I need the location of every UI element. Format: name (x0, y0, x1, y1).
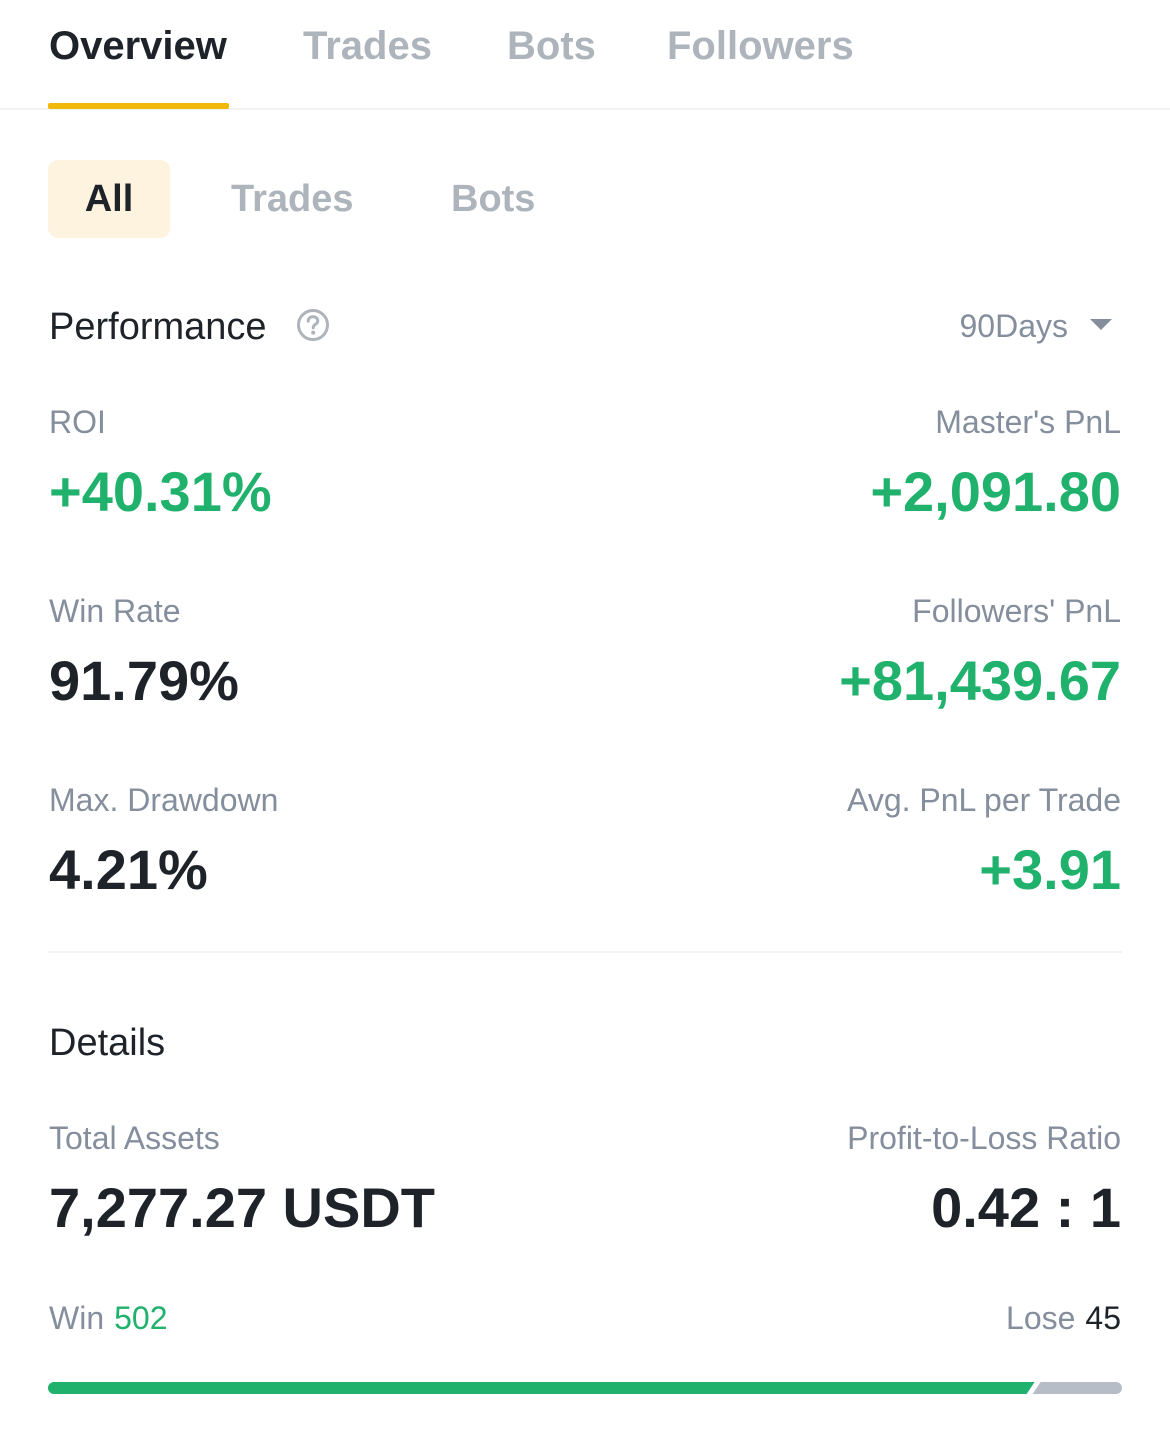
tab-trades[interactable]: Trades (303, 24, 432, 68)
win-rate-label: Win Rate (49, 593, 181, 629)
master-pnl-label: Master's PnL (935, 404, 1121, 440)
master-pnl-value: +2,091.80 (870, 460, 1121, 523)
details-title: Details (49, 1022, 166, 1064)
top-tab-bar: Overview Trades Bots Followers (0, 0, 1170, 110)
lose-label: Lose (1006, 1300, 1076, 1336)
max-drawdown-value: 4.21% (49, 838, 208, 901)
followers-pnl-value: +81,439.67 (839, 649, 1121, 712)
roi-label: ROI (49, 404, 106, 440)
tab-bots[interactable]: Bots (507, 24, 596, 68)
help-icon[interactable] (296, 308, 330, 342)
win-lose-ratio-bar (48, 1382, 1122, 1394)
section-divider (48, 951, 1122, 953)
subtab-bots[interactable]: Bots (451, 178, 536, 220)
followers-pnl-label: Followers' PnL (912, 593, 1121, 629)
lose-count: Lose 45 (1006, 1298, 1121, 1338)
win-count-value: 502 (114, 1300, 168, 1336)
performance-title: Performance (49, 306, 267, 348)
pl-ratio-label: Profit-to-Loss Ratio (847, 1120, 1121, 1156)
total-assets-label: Total Assets (49, 1120, 220, 1156)
max-drawdown-label: Max. Drawdown (49, 782, 279, 818)
chevron-down-icon[interactable] (1090, 319, 1112, 330)
pl-ratio-value: 0.42 : 1 (931, 1176, 1121, 1239)
subtab-trades[interactable]: Trades (231, 178, 354, 220)
win-count: Win 502 (49, 1298, 168, 1338)
win-rate-value: 91.79% (49, 649, 239, 712)
tab-followers[interactable]: Followers (667, 24, 854, 68)
subtab-all[interactable]: All (48, 160, 170, 238)
period-selector[interactable]: 90Days (959, 308, 1069, 344)
tab-overview[interactable]: Overview (49, 24, 227, 68)
lose-bar-segment (1032, 1382, 1122, 1394)
total-assets-value: 7,277.27 USDT (49, 1176, 435, 1239)
win-label: Win (49, 1300, 105, 1336)
win-bar-segment (48, 1382, 1035, 1394)
lose-count-value: 45 (1085, 1300, 1121, 1336)
avg-pnl-label: Avg. PnL per Trade (847, 782, 1121, 818)
active-tab-indicator (48, 103, 229, 109)
roi-value: +40.31% (49, 460, 272, 523)
avg-pnl-value: +3.91 (979, 838, 1121, 901)
